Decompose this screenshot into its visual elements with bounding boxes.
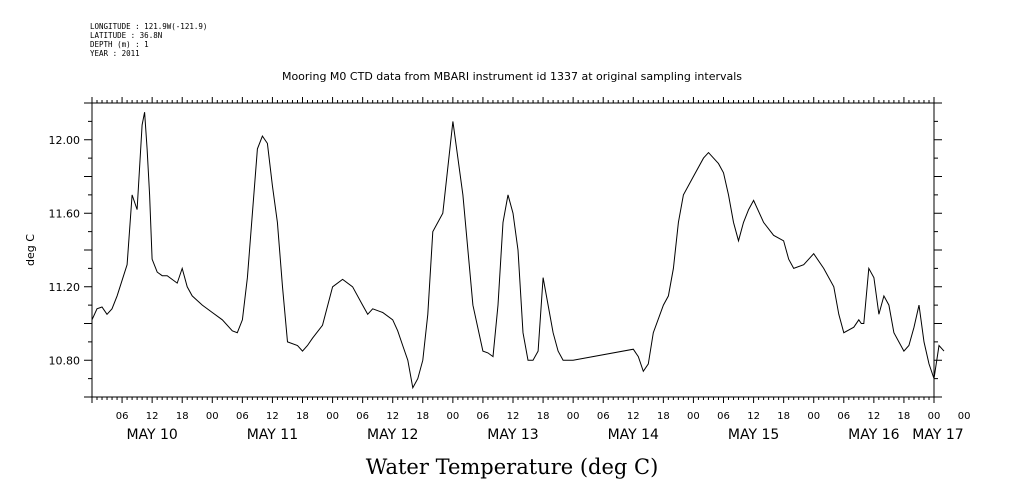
x-tick-label: 06 bbox=[477, 411, 490, 422]
x-tick-label: 18 bbox=[537, 411, 550, 422]
latitude-label: LATITUDE : 36.8N bbox=[90, 31, 163, 40]
x-tick-label: 06 bbox=[717, 411, 730, 422]
y-tick-label: 10.80 bbox=[49, 354, 81, 367]
chart-title: Mooring M0 CTD data from MBARI instrumen… bbox=[282, 70, 742, 83]
x-tick-label: 18 bbox=[657, 411, 670, 422]
day-label: MAY 11 bbox=[247, 427, 298, 443]
x-tick-label: 00 bbox=[326, 411, 339, 422]
x-tick-label: 00 bbox=[807, 411, 820, 422]
x-tick-label: 12 bbox=[266, 411, 279, 422]
x-tick-label: 18 bbox=[176, 411, 189, 422]
year-label: YEAR : 2011 bbox=[90, 49, 140, 58]
depth-label: DEPTH (m) : 1 bbox=[90, 40, 149, 49]
x-tick-label: 00 bbox=[206, 411, 219, 422]
x-tick-label: 06 bbox=[236, 411, 249, 422]
day-label: MAY 10 bbox=[126, 427, 177, 443]
x-tick-label: 18 bbox=[296, 411, 309, 422]
x-tick-label: 12 bbox=[386, 411, 399, 422]
day-label: MAY 16 bbox=[848, 427, 899, 443]
y-tick-labels: 10.80 11.20 11.60 12.00 bbox=[49, 134, 81, 368]
x-tick-label: 12 bbox=[146, 411, 159, 422]
day-label: MAY 13 bbox=[487, 427, 538, 443]
day-labels: MAY 10 MAY 11 MAY 12 MAY 13 MAY 14 MAY 15 MAY … bbox=[126, 427, 963, 443]
day-label: MAY 12 bbox=[367, 427, 418, 443]
x-tick-label: 00 bbox=[958, 411, 971, 422]
x-tick-label: 18 bbox=[777, 411, 790, 422]
x-tick-label: 06 bbox=[837, 411, 850, 422]
y-axis-label: deg C bbox=[24, 234, 37, 266]
day-label: MAY 15 bbox=[728, 427, 779, 443]
metadata-block: LONGITUDE : 121.9W(-121.9) LATITUDE : 36… bbox=[90, 22, 207, 58]
x-tick-labels: 06 12 18 00 06 12 18 00 06 12 18 00 06 12 18 00 06 12 18 00… bbox=[116, 411, 971, 422]
y-tick-label: 11.60 bbox=[49, 207, 81, 220]
x-tick-label: 12 bbox=[867, 411, 880, 422]
x-tick-label: 00 bbox=[446, 411, 459, 422]
x-tick-label: 00 bbox=[567, 411, 580, 422]
x-axis-label: Water Temperature (deg C) bbox=[366, 455, 659, 479]
temperature-series-line bbox=[91, 112, 945, 390]
x-tick-label: 12 bbox=[627, 411, 640, 422]
x-tick-label: 00 bbox=[928, 411, 941, 422]
x-tick-label: 06 bbox=[116, 411, 129, 422]
day-label: MAY 17 bbox=[912, 427, 963, 443]
day-label: MAY 14 bbox=[608, 427, 659, 443]
y-tick-label: 12.00 bbox=[49, 134, 81, 147]
longitude-label: LONGITUDE : 121.9W(-121.9) bbox=[90, 22, 208, 31]
x-tick-label: 00 bbox=[687, 411, 700, 422]
axis-ticks bbox=[84, 97, 942, 403]
x-tick-label: 18 bbox=[898, 411, 911, 422]
x-tick-label: 06 bbox=[356, 411, 369, 422]
plot-frame bbox=[91, 102, 935, 398]
x-tick-label: 18 bbox=[416, 411, 429, 422]
x-tick-label: 06 bbox=[597, 411, 610, 422]
y-tick-label: 11.20 bbox=[49, 281, 81, 294]
x-tick-label: 12 bbox=[747, 411, 760, 422]
x-tick-label: 12 bbox=[507, 411, 520, 422]
